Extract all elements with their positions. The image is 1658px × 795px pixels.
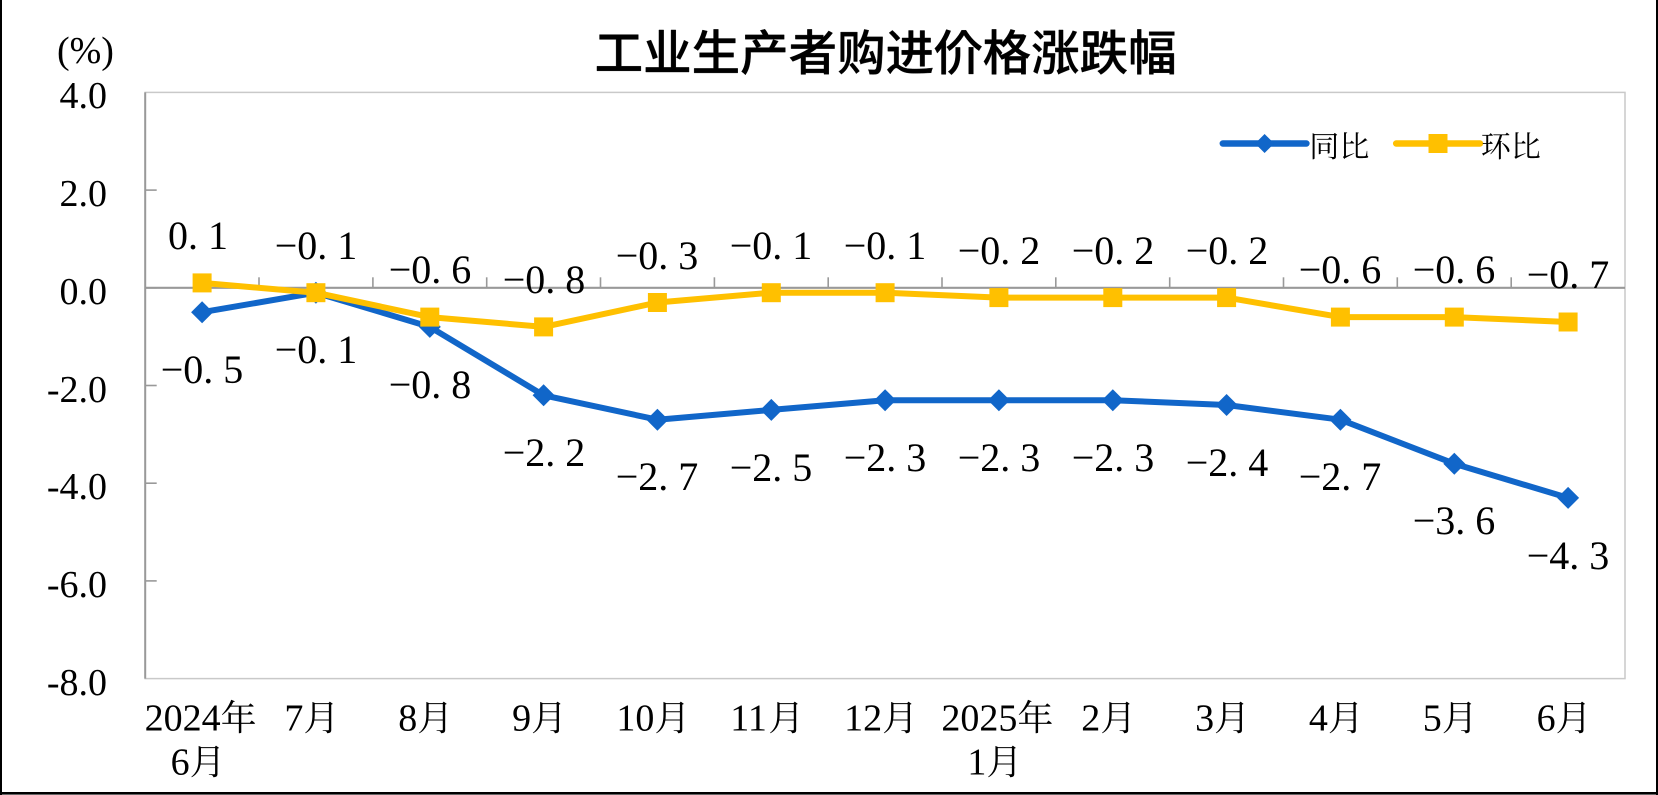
svg-text:−0. 6: −0. 6 xyxy=(389,247,472,292)
svg-text:−0. 6: −0. 6 xyxy=(1413,247,1496,292)
svg-text:-4.0: -4.0 xyxy=(47,466,107,508)
svg-text:6: 6 xyxy=(1537,698,1556,740)
svg-text:4: 4 xyxy=(1309,698,1328,740)
svg-text:0.0: 0.0 xyxy=(60,271,108,313)
svg-text:5: 5 xyxy=(1423,698,1442,740)
svg-text:−2. 7: −2. 7 xyxy=(1299,454,1382,499)
svg-text:−2. 7: −2. 7 xyxy=(616,454,699,499)
svg-text:3: 3 xyxy=(1195,698,1214,740)
svg-text:12: 12 xyxy=(844,698,882,740)
svg-text:11: 11 xyxy=(730,698,767,740)
svg-text:−0. 7: −0. 7 xyxy=(1527,252,1610,297)
svg-text:−2. 3: −2. 3 xyxy=(844,435,927,480)
svg-text:−2. 3: −2. 3 xyxy=(1072,435,1155,480)
svg-text:2025: 2025 xyxy=(941,698,1017,740)
svg-text:−2. 5: −2. 5 xyxy=(730,445,813,490)
svg-text:-6.0: -6.0 xyxy=(47,564,107,606)
svg-text:8: 8 xyxy=(398,698,417,740)
svg-text:(%): (%) xyxy=(57,30,114,72)
svg-text:−0. 2: −0. 2 xyxy=(1186,228,1269,273)
svg-text:2: 2 xyxy=(1081,698,1100,740)
svg-text:−0. 1: −0. 1 xyxy=(844,223,927,268)
svg-text:−0. 5: −0. 5 xyxy=(161,347,244,392)
svg-text:2.0: 2.0 xyxy=(60,173,108,215)
svg-text:−2. 3: −2. 3 xyxy=(958,435,1041,480)
svg-text:0. 1: 0. 1 xyxy=(168,213,228,258)
svg-text:−0. 2: −0. 2 xyxy=(1072,228,1155,273)
svg-text:−0. 6: −0. 6 xyxy=(1299,247,1382,292)
svg-text:−2. 4: −2. 4 xyxy=(1186,440,1269,485)
svg-text:-8.0: -8.0 xyxy=(47,662,107,704)
svg-text:−0. 1: −0. 1 xyxy=(275,223,358,268)
svg-text:−0. 8: −0. 8 xyxy=(389,362,472,407)
svg-text:−0. 8: −0. 8 xyxy=(503,257,586,302)
svg-text:−2. 2: −2. 2 xyxy=(503,430,586,475)
svg-text:9: 9 xyxy=(512,698,531,740)
svg-text:1: 1 xyxy=(967,742,986,784)
svg-text:7: 7 xyxy=(284,698,303,740)
svg-text:−0. 2: −0. 2 xyxy=(958,228,1041,273)
svg-text:−0. 1: −0. 1 xyxy=(730,223,813,268)
svg-text:-2.0: -2.0 xyxy=(47,369,107,411)
svg-text:−0. 3: −0. 3 xyxy=(616,233,699,278)
svg-text:2024: 2024 xyxy=(145,698,221,740)
svg-text:−0. 1: −0. 1 xyxy=(275,327,358,372)
svg-text:−4. 3: −4. 3 xyxy=(1527,533,1610,578)
svg-text:4.0: 4.0 xyxy=(60,75,108,117)
svg-text:10: 10 xyxy=(616,698,654,740)
svg-text:−3. 6: −3. 6 xyxy=(1413,498,1496,543)
svg-text:6: 6 xyxy=(171,742,190,784)
